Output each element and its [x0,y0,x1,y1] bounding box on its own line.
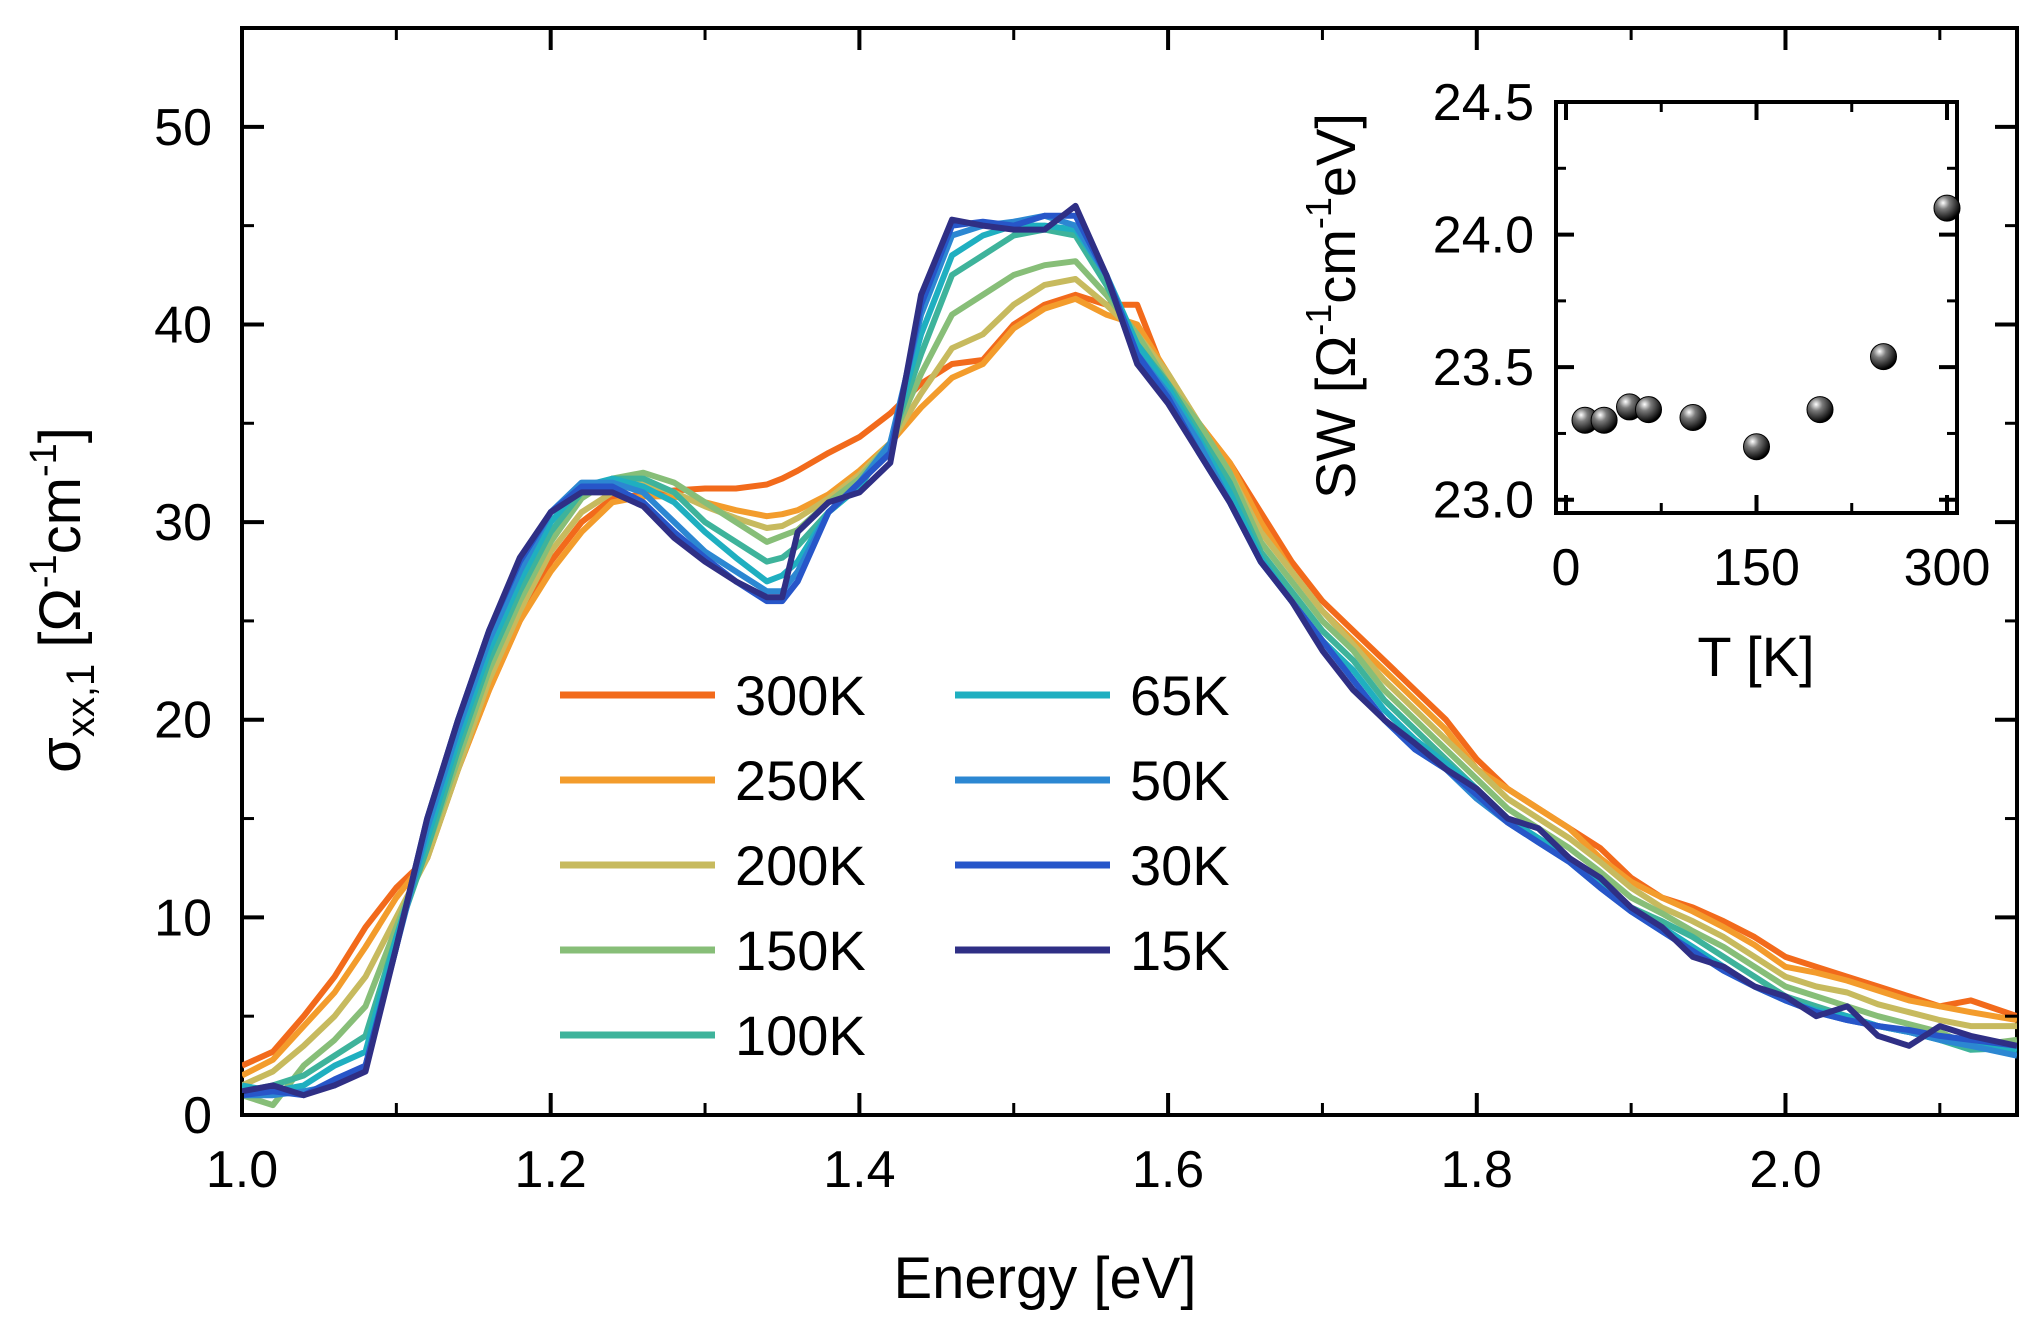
series-line-250k [242,295,2017,1079]
legend-label-30k: 30K [1130,834,1230,897]
series-line-100k [242,226,2017,1095]
legend-label-100k: 100K [735,1004,866,1067]
inset-point-30k [1590,406,1618,434]
y-title-sup1: -1 [23,554,65,588]
series-line-150k [242,258,2017,1109]
inset-y-tick-label: 24.0 [1433,207,1534,265]
y-title-open: [Ω [28,588,93,664]
y-title-cm: cm [28,477,93,554]
legend: 300K 250K 200K 150K 100K 65K 50K 30K 15K [560,664,1230,1067]
inset-points-group [1571,194,1961,461]
x-tick-label: 1.6 [1132,1141,1204,1199]
x-tick-label: 2.0 [1749,1141,1821,1199]
legend-label-50k: 50K [1130,749,1230,812]
legend-label-200k: 200K [735,834,866,897]
x-tick-label: 1.8 [1441,1141,1513,1199]
inset-point-150k [1743,433,1770,461]
inset-y-tick-label: 24.5 [1433,74,1534,132]
inset-point-65k [1635,396,1662,424]
y-title-close: ] [28,427,93,443]
y-tick-label: 30 [154,494,212,552]
inset-x-tick-label: 300 [1904,539,1991,597]
x-tick-label: 1.0 [206,1141,278,1199]
inset-axes-group: 0 150 300 23.0 23.5 24.0 24.5 [1433,74,1991,597]
legend-label-150k: 150K [735,919,866,982]
x-tick-label: 1.2 [515,1141,587,1199]
y-title-sup2: -1 [23,443,65,477]
inset-point-100k [1679,404,1707,431]
main-series-group [242,202,2017,1109]
inset-y-title-pre: SW [Ω [1304,336,1367,499]
inset-point-250k [1870,343,1897,371]
inset-x-tick-label: 150 [1713,539,1800,597]
inset-y-axis-title: SW [Ω-1cm-1eV] [1298,113,1367,499]
y-tick-label: 0 [183,1087,212,1145]
y-tick-label: 20 [154,692,212,750]
legend-label-15k: 15K [1130,919,1230,982]
inset-y-title-cm: cm [1304,229,1367,304]
inset-point-300k [1933,194,1961,222]
legend-label-250k: 250K [735,749,866,812]
inset-y-title-sup2: -1 [1298,197,1339,229]
main-plot-frame [240,26,2019,1117]
y-tick-label: 50 [154,99,212,157]
inset-y-tick-label: 23.5 [1433,339,1534,397]
main-axes-group: 1.0 1.2 1.4 1.6 1.8 2.0 0 10 20 30 40 50 [154,28,2017,1199]
y-title-sigma: σ [28,737,93,773]
main-y-axis-title: σxx,1 [Ω-1cm-1] [23,427,103,773]
inset-y-title-sup1: -1 [1298,304,1339,336]
y-tick-label: 40 [154,296,212,354]
inset-point-200k [1806,396,1834,424]
legend-label-300k: 300K [735,664,866,727]
y-title-subscript: xx,1 [59,664,103,737]
x-tick-label: 1.4 [823,1141,895,1199]
series-line-200k [242,276,2017,1089]
series-line-15k [242,202,2017,1099]
main-x-axis-title: Energy [eV] [893,1246,1196,1311]
inset-y-title-post: eV] [1304,113,1367,197]
inset-x-axis-title: T [K] [1697,625,1814,688]
inset-y-tick-label: 23.0 [1433,472,1534,530]
legend-label-65k: 65K [1130,664,1230,727]
inset-x-tick-label: 0 [1552,539,1581,597]
y-tick-label: 10 [154,889,212,947]
